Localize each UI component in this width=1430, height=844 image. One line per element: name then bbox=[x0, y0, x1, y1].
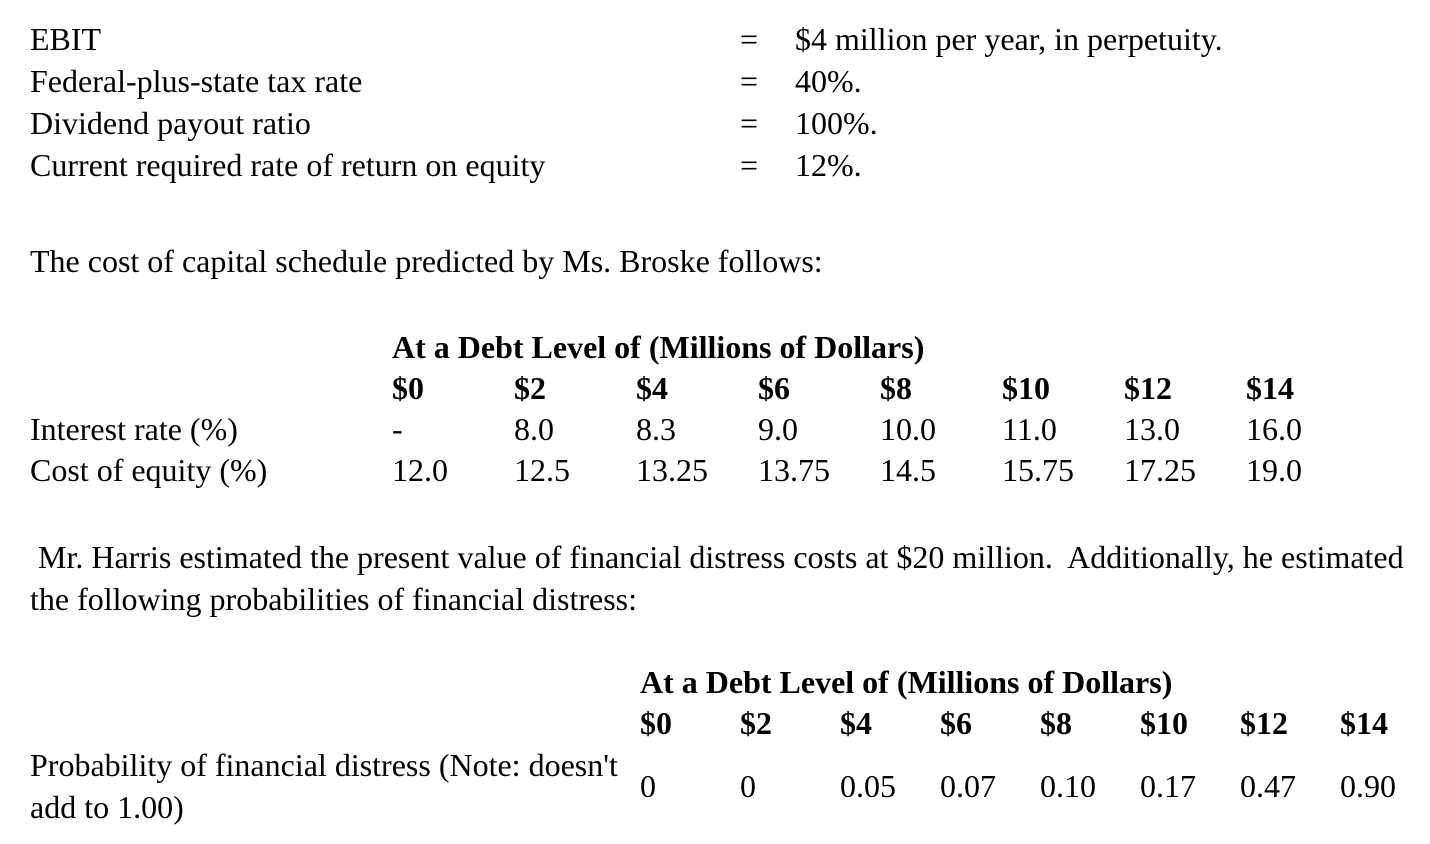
column-header: $10 bbox=[1140, 705, 1188, 741]
cell-value: 0 bbox=[640, 767, 656, 804]
column-header: $2 bbox=[514, 370, 546, 406]
harris-paragraph: Mr. Harris estimated the present value o… bbox=[30, 539, 1412, 617]
cell-value: 0.05 bbox=[840, 767, 896, 804]
equals-sign: = bbox=[740, 147, 759, 183]
fact-value: 100%. bbox=[795, 105, 878, 141]
table-row-distress-probability: Probability of financial distress (Note:… bbox=[30, 744, 1430, 828]
spacer-cell bbox=[30, 662, 640, 703]
fact-row-tax-rate: Federal-plus-state tax rate = 40%. bbox=[30, 60, 1223, 102]
fact-value: $4 million per year, in perpetuity. bbox=[795, 21, 1223, 57]
cell-value: 10.0 bbox=[880, 411, 936, 447]
table-title-row: At a Debt Level of (Millions of Dollars) bbox=[30, 662, 1430, 703]
column-header: $14 bbox=[1340, 705, 1388, 741]
column-header: $8 bbox=[1040, 705, 1072, 741]
fact-value: 40%. bbox=[795, 63, 862, 99]
cell-value: 11.0 bbox=[1002, 411, 1057, 447]
column-header: $6 bbox=[758, 370, 790, 406]
cell-value: 16.0 bbox=[1246, 411, 1302, 447]
distress-probability-table: At a Debt Level of (Millions of Dollars)… bbox=[30, 662, 1430, 828]
broske-intro-paragraph: The cost of capital schedule predicted b… bbox=[30, 243, 823, 279]
fact-label: Current required rate of return on equit… bbox=[30, 147, 546, 183]
cell-value: 8.3 bbox=[636, 411, 676, 447]
column-header: $4 bbox=[636, 370, 668, 406]
column-header: $2 bbox=[740, 705, 772, 741]
table-title: At a Debt Level of (Millions of Dollars) bbox=[392, 329, 925, 365]
column-header: $10 bbox=[1002, 370, 1050, 406]
cell-value: - bbox=[392, 411, 403, 447]
cell-value: 8.0 bbox=[514, 411, 554, 447]
cell-value: 0.17 bbox=[1140, 767, 1196, 804]
cell-value: 12.5 bbox=[514, 452, 570, 488]
spacer-cell bbox=[30, 327, 392, 368]
cost-of-capital-table: At a Debt Level of (Millions of Dollars)… bbox=[30, 327, 1368, 491]
fact-label: Dividend payout ratio bbox=[30, 105, 311, 141]
cell-value: 9.0 bbox=[758, 411, 798, 447]
equals-sign: = bbox=[740, 63, 759, 99]
fact-label: Federal-plus-state tax rate bbox=[30, 63, 363, 99]
equals-sign: = bbox=[740, 21, 759, 57]
cell-value: 13.0 bbox=[1124, 411, 1180, 447]
table-row-cost-of-equity: Cost of equity (%) 12.0 12.5 13.25 13.75… bbox=[30, 450, 1368, 491]
cell-value: 19.0 bbox=[1246, 452, 1302, 488]
facts-list: EBIT = $4 million per year, in perpetuit… bbox=[30, 18, 1223, 186]
cell-value: 12.0 bbox=[392, 452, 448, 488]
column-header: $0 bbox=[640, 705, 672, 741]
row-label: Cost of equity (%) bbox=[30, 452, 268, 488]
cell-value: 15.75 bbox=[1002, 452, 1074, 488]
column-header: $12 bbox=[1240, 705, 1288, 741]
column-header: $14 bbox=[1246, 370, 1294, 406]
table-title: At a Debt Level of (Millions of Dollars) bbox=[640, 664, 1173, 700]
cell-value: 0.07 bbox=[940, 767, 996, 804]
cell-value: 14.5 bbox=[880, 452, 936, 488]
cell-value: 17.25 bbox=[1124, 452, 1196, 488]
equals-sign: = bbox=[740, 105, 759, 141]
cell-value: 0.47 bbox=[1240, 767, 1296, 804]
column-header: $4 bbox=[840, 705, 872, 741]
spacer-cell bbox=[30, 703, 640, 744]
table-header-row: $0 $2 $4 $6 $8 $10 $12 $14 bbox=[30, 703, 1430, 744]
cell-value: 0 bbox=[740, 767, 756, 804]
fact-row-payout-ratio: Dividend payout ratio = 100%. bbox=[30, 102, 1223, 144]
cell-value: 0.10 bbox=[1040, 767, 1096, 804]
table-row-interest-rate: Interest rate (%) - 8.0 8.3 9.0 10.0 11.… bbox=[30, 409, 1368, 450]
fact-row-ebit: EBIT = $4 million per year, in perpetuit… bbox=[30, 18, 1223, 60]
table-header-row: $0 $2 $4 $6 $8 $10 $12 $14 bbox=[30, 368, 1368, 409]
fact-row-required-return: Current required rate of return on equit… bbox=[30, 144, 1223, 186]
column-header: $6 bbox=[940, 705, 972, 741]
column-header: $8 bbox=[880, 370, 912, 406]
row-label: Probability of financial distress (Note:… bbox=[30, 747, 618, 825]
cell-value: 0.90 bbox=[1340, 767, 1396, 804]
fact-value: 12%. bbox=[795, 147, 862, 183]
column-header: $12 bbox=[1124, 370, 1172, 406]
spacer-cell bbox=[30, 368, 392, 409]
row-label: Interest rate (%) bbox=[30, 411, 238, 447]
column-header: $0 bbox=[392, 370, 424, 406]
table-title-row: At a Debt Level of (Millions of Dollars) bbox=[30, 327, 1368, 368]
fact-label: EBIT bbox=[30, 21, 102, 57]
cell-value: 13.25 bbox=[636, 452, 708, 488]
cell-value: 13.75 bbox=[758, 452, 830, 488]
